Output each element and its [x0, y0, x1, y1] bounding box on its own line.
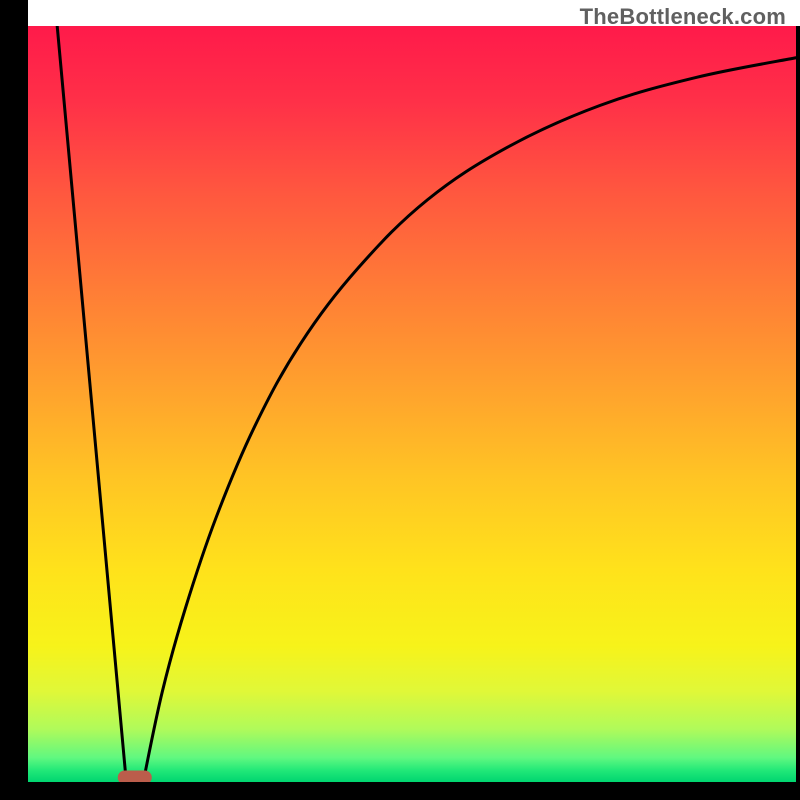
bottleneck-chart [0, 0, 800, 800]
frame-left [0, 0, 28, 800]
watermark-text: TheBottleneck.com [580, 4, 786, 30]
frame-right [796, 26, 800, 800]
chart-background [28, 26, 796, 782]
frame-top-left-corner [0, 0, 28, 26]
frame-bottom [0, 782, 800, 800]
